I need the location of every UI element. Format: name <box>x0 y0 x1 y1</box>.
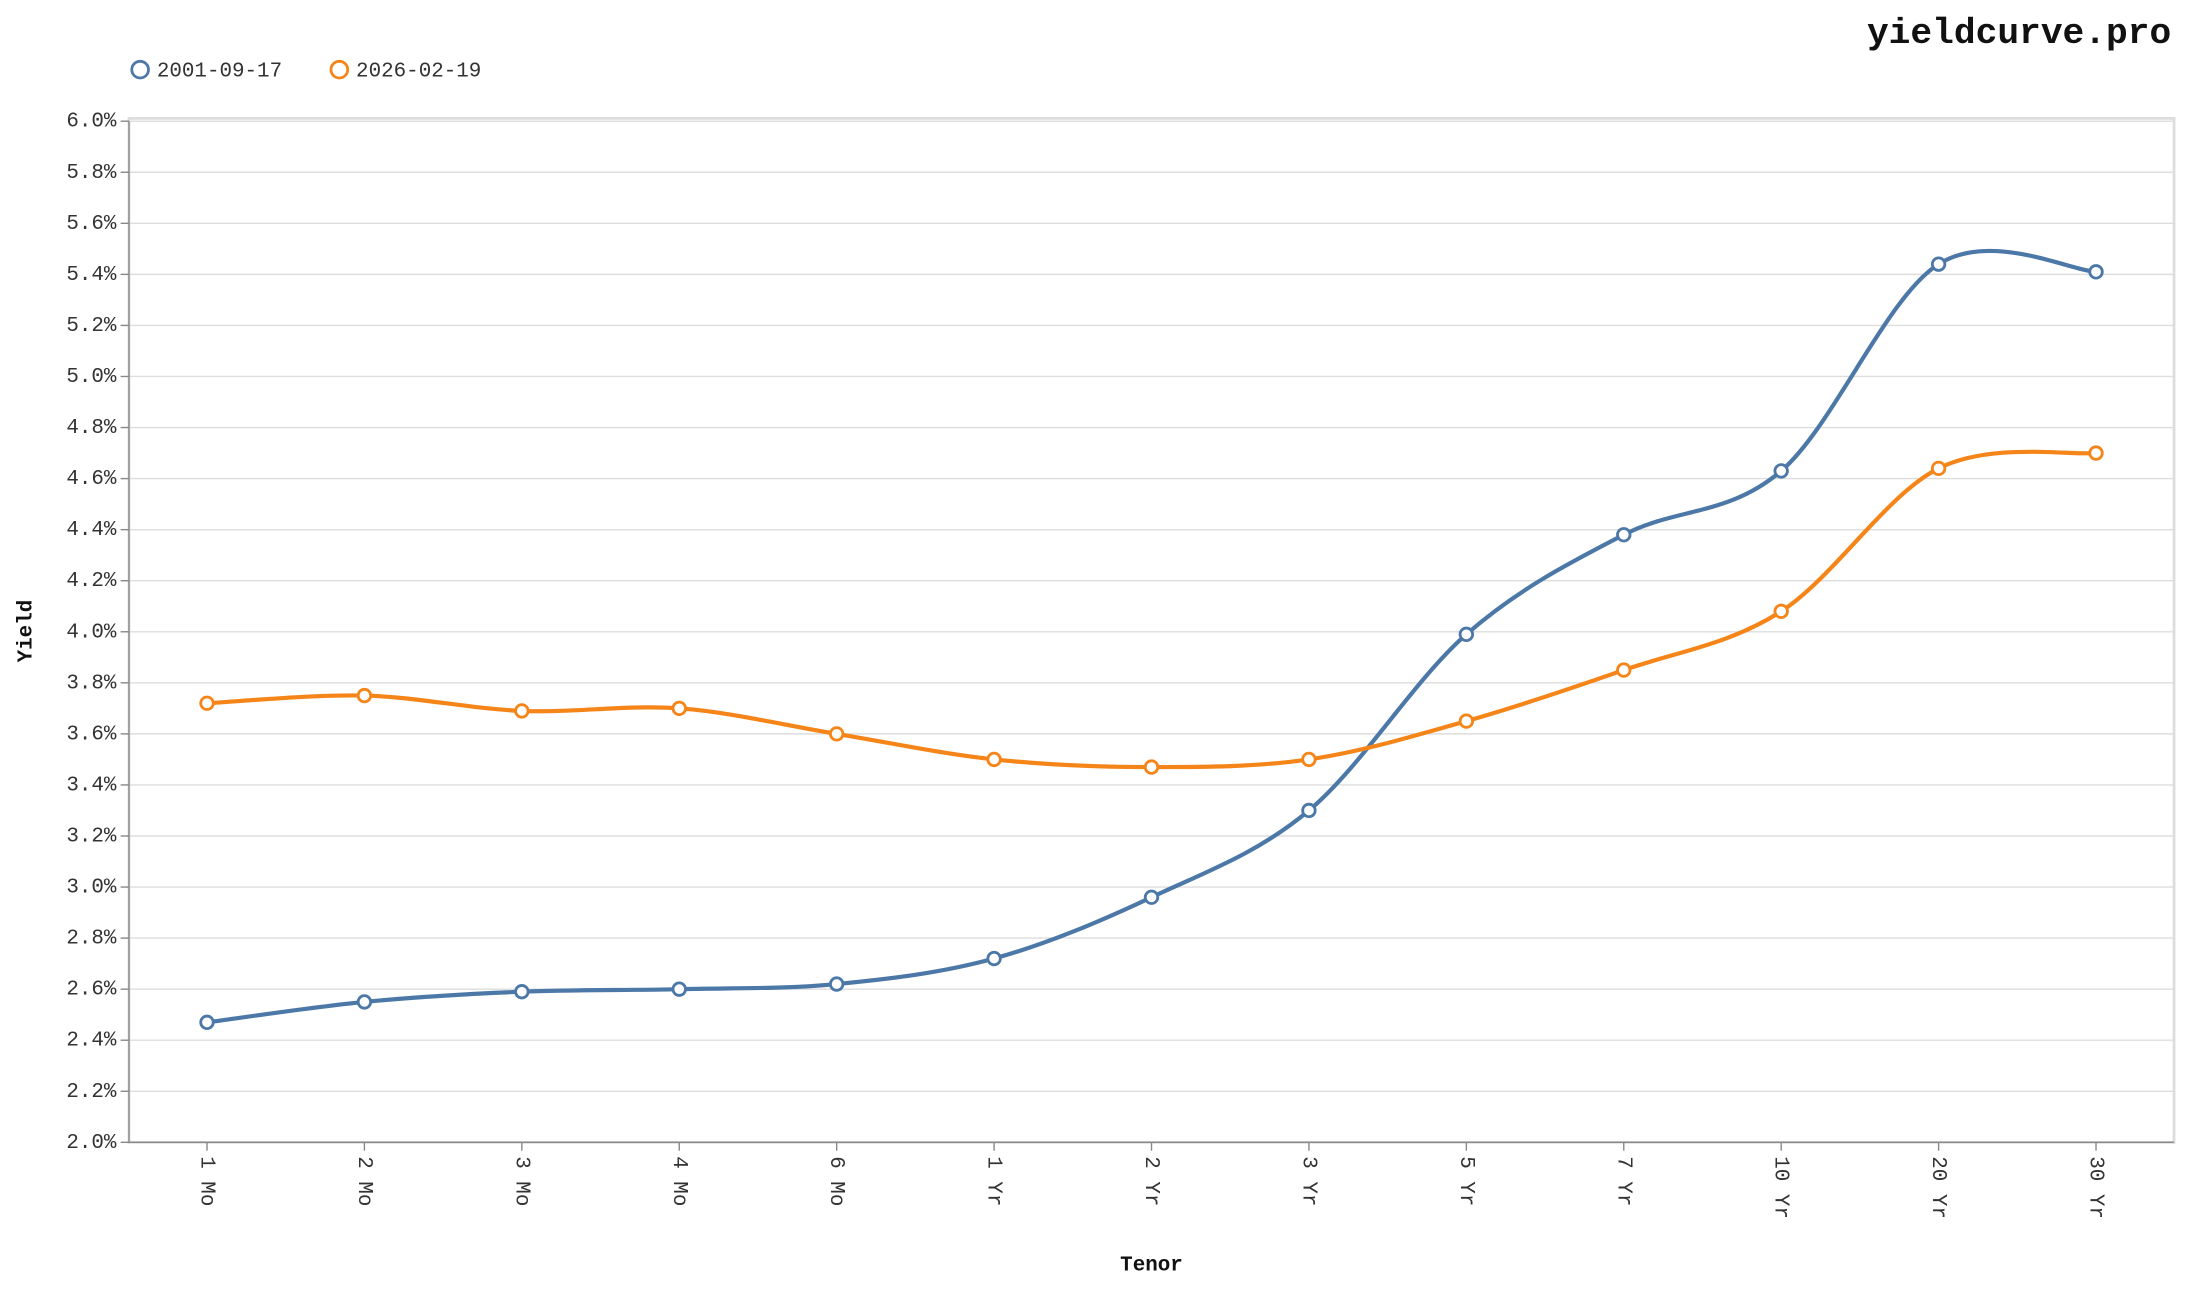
y-tick-label: 2.0% <box>66 1132 117 1155</box>
legend-label: 2026-02-19 <box>356 61 481 84</box>
point <box>986 751 1002 768</box>
point <box>1301 802 1317 819</box>
y-tick-label: 4.4% <box>66 519 117 542</box>
y-tick-label: 2.6% <box>66 979 117 1002</box>
point <box>356 687 373 704</box>
x-tick-label: 5 Yr <box>1454 1156 1477 1206</box>
legend-symbol <box>329 59 350 80</box>
point <box>1773 603 1789 620</box>
x-tick-label: 7 Yr <box>1611 1156 1634 1206</box>
x-tick-label: 6 Mo <box>824 1156 847 1206</box>
legend-symbol <box>130 59 150 80</box>
point <box>829 976 845 992</box>
legend-label: 2001-09-17 <box>157 61 282 84</box>
point <box>1930 460 1947 477</box>
y-tick-label: 5.4% <box>66 264 117 287</box>
point <box>356 994 373 1010</box>
point <box>1143 889 1160 905</box>
y-tick-label: 4.8% <box>66 417 117 440</box>
y-tick-label: 5.6% <box>66 213 117 236</box>
point <box>1143 759 1160 775</box>
point <box>514 703 530 719</box>
point <box>1616 662 1632 678</box>
y-tick-label: 2.2% <box>66 1081 117 1104</box>
point <box>1458 626 1475 642</box>
point <box>514 984 530 1000</box>
point <box>199 695 215 711</box>
y-tick-label: 2.8% <box>66 928 117 951</box>
watermark: yieldcurve.pro <box>1867 13 2171 54</box>
point <box>2088 445 2104 461</box>
y-tick-label: 6.0% <box>66 111 117 134</box>
point <box>1301 751 1317 768</box>
x-tick-label: 10 Yr <box>1769 1156 1792 1219</box>
x-tick-label: 30 Yr <box>2084 1156 2107 1219</box>
x-axis-title: Tenor <box>1120 1254 1183 1277</box>
point <box>986 950 1002 967</box>
x-tick-label: 1 Mo <box>194 1156 217 1206</box>
x-tick-label: 3 Mo <box>509 1156 532 1206</box>
y-tick-label: 3.8% <box>66 672 117 695</box>
point <box>199 1014 215 1031</box>
x-tick-label: 4 Mo <box>667 1156 690 1206</box>
point <box>1616 527 1632 543</box>
point <box>671 700 687 717</box>
point <box>671 981 687 997</box>
y-tick-label: 2.4% <box>66 1030 117 1053</box>
x-tick-label: 2 Yr <box>1139 1156 1162 1206</box>
point <box>1458 713 1475 729</box>
y-axis-title: Yield <box>15 600 38 663</box>
point <box>2088 264 2104 280</box>
y-tick-label: 3.4% <box>66 774 117 797</box>
point <box>829 726 845 742</box>
x-tick-label: 3 Yr <box>1296 1156 1319 1206</box>
y-tick-label: 5.0% <box>66 366 117 389</box>
series-line <box>206 449 2097 770</box>
y-tick-label: 4.6% <box>66 468 117 491</box>
y-tick-label: 3.2% <box>66 826 117 849</box>
point <box>1773 463 1789 479</box>
y-tick-label: 5.2% <box>66 315 117 338</box>
y-tick-label: 4.2% <box>66 570 117 593</box>
x-tick-label: 20 Yr <box>1926 1156 1949 1219</box>
x-tick-label: 1 Yr <box>982 1156 1005 1206</box>
y-tick-label: 3.6% <box>66 723 117 746</box>
x-tick-label: 2 Mo <box>352 1156 375 1206</box>
y-tick-label: 4.0% <box>66 621 117 644</box>
y-tick-label: 3.0% <box>66 877 117 900</box>
point <box>1930 256 1947 272</box>
y-tick-label: 5.8% <box>66 162 117 185</box>
series-line <box>206 248 2097 1025</box>
